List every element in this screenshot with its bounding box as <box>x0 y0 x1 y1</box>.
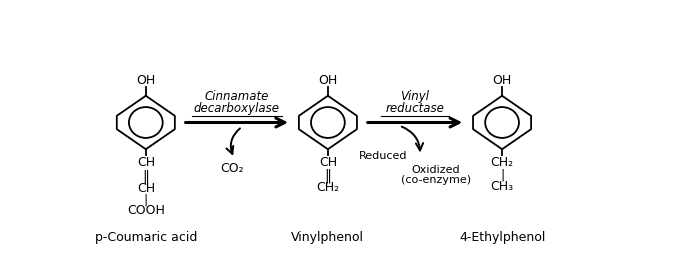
Text: Cinnamate: Cinnamate <box>205 90 269 103</box>
Text: OH: OH <box>492 73 511 87</box>
Text: OH: OH <box>318 73 338 87</box>
Text: decarboxylase: decarboxylase <box>194 102 280 115</box>
Text: |: | <box>500 169 504 182</box>
Text: reductase: reductase <box>385 102 445 115</box>
Text: CH: CH <box>319 156 337 170</box>
Text: CH₂: CH₂ <box>490 156 513 170</box>
Text: (co-enzyme): (co-enzyme) <box>401 175 471 185</box>
Text: CH₂: CH₂ <box>317 181 339 194</box>
Text: 4-Ethylphenol: 4-Ethylphenol <box>459 231 545 245</box>
Text: CH₃: CH₃ <box>490 180 513 193</box>
Text: ‖: ‖ <box>142 169 149 184</box>
Text: CO₂: CO₂ <box>220 162 243 175</box>
Text: CH: CH <box>137 182 155 195</box>
Text: Oxidized: Oxidized <box>412 165 460 175</box>
Text: Vinylphenol: Vinylphenol <box>291 231 364 245</box>
Text: COOH: COOH <box>127 204 165 217</box>
Text: ‖: ‖ <box>324 169 332 183</box>
Text: OH: OH <box>136 73 155 87</box>
Text: Reduced: Reduced <box>359 151 407 161</box>
Text: |: | <box>144 193 148 206</box>
Text: p-Coumaric acid: p-Coumaric acid <box>95 231 197 245</box>
Text: CH: CH <box>137 156 155 170</box>
Text: Vinyl: Vinyl <box>400 90 430 103</box>
